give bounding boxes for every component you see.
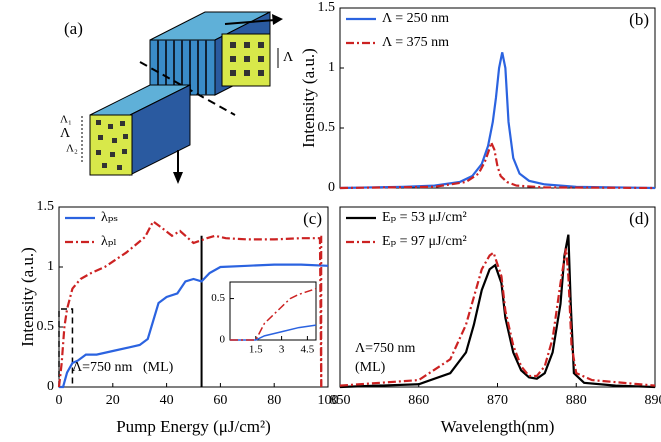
cube-diagram — [81, 11, 283, 184]
x-axis-label: Wavelength(nm) — [441, 417, 555, 436]
y-tick-label: 1 — [47, 259, 54, 274]
x-tick-label: 850 — [330, 393, 351, 408]
y-tick-label: 0 — [328, 180, 335, 195]
series-line — [339, 234, 656, 389]
panel-label: (a) — [64, 19, 83, 38]
y-tick-label: 1.5 — [318, 0, 336, 15]
y-tick-label: 1.5 — [37, 199, 55, 214]
period-label: Λ₁ — [60, 114, 72, 126]
inset-frame — [229, 281, 317, 341]
x-tick-label: 3 — [279, 344, 285, 356]
annotation: (ML) — [143, 360, 174, 375]
y-tick-label: 0 — [220, 334, 226, 346]
legend-label: λₚₗ — [101, 234, 117, 249]
x-tick-label: 20 — [106, 393, 120, 408]
legend-label: Λ = 375 nm — [382, 35, 449, 50]
x-axis-label: Pump Energy (μJ/cm²) — [116, 417, 271, 436]
x-tick-label: 80 — [267, 393, 281, 408]
panel-label: (d) — [629, 209, 649, 228]
annotation: Λ=750 nm — [72, 360, 133, 375]
panel-label: (c) — [303, 209, 322, 228]
x-tick-label: 60 — [213, 393, 227, 408]
annotation: Λ=750 nm — [355, 341, 416, 356]
plot-frame — [339, 206, 656, 388]
y-tick-label: 1 — [328, 60, 335, 75]
plot-frame — [339, 7, 656, 189]
series-line — [230, 287, 317, 341]
x-tick-label: 890 — [645, 393, 661, 408]
series-line — [339, 139, 656, 190]
period-label: Λ₂ — [66, 143, 78, 155]
y-tick-label: 0.5 — [211, 292, 225, 304]
x-tick-label: 880 — [566, 393, 587, 408]
legend-label: Eₚ = 53 μJ/cm² — [382, 210, 467, 225]
legend-label: λₚₛ — [101, 210, 118, 225]
y-tick-label: 0.5 — [37, 319, 55, 334]
x-tick-label: 860 — [408, 393, 429, 408]
x-tick-label: 4.5 — [301, 344, 315, 356]
legend-label: Eₚ = 97 μJ/cm² — [382, 234, 467, 249]
y-tick-label: 0.5 — [318, 120, 336, 135]
period-label: Λ — [283, 50, 294, 65]
annotation: (ML) — [355, 360, 386, 375]
y-axis-label: Intensity (a.u.) — [18, 247, 37, 347]
series-line — [59, 263, 329, 389]
series-line — [339, 52, 656, 190]
y-tick-label: 0 — [47, 379, 54, 394]
series-line — [57, 219, 323, 388]
legend-label: Λ = 250 nm — [382, 11, 449, 26]
x-tick-label: 100 — [318, 393, 339, 408]
x-tick-label: 1.5 — [249, 344, 263, 356]
period-label: Λ — [60, 126, 71, 141]
highlight-box — [58, 308, 74, 387]
x-tick-label: 0 — [56, 393, 63, 408]
y-axis-label: Intensity (a.u.) — [299, 48, 318, 148]
x-tick-label: 870 — [487, 393, 508, 408]
panel-label: (b) — [629, 10, 649, 29]
x-tick-label: 40 — [160, 393, 174, 408]
